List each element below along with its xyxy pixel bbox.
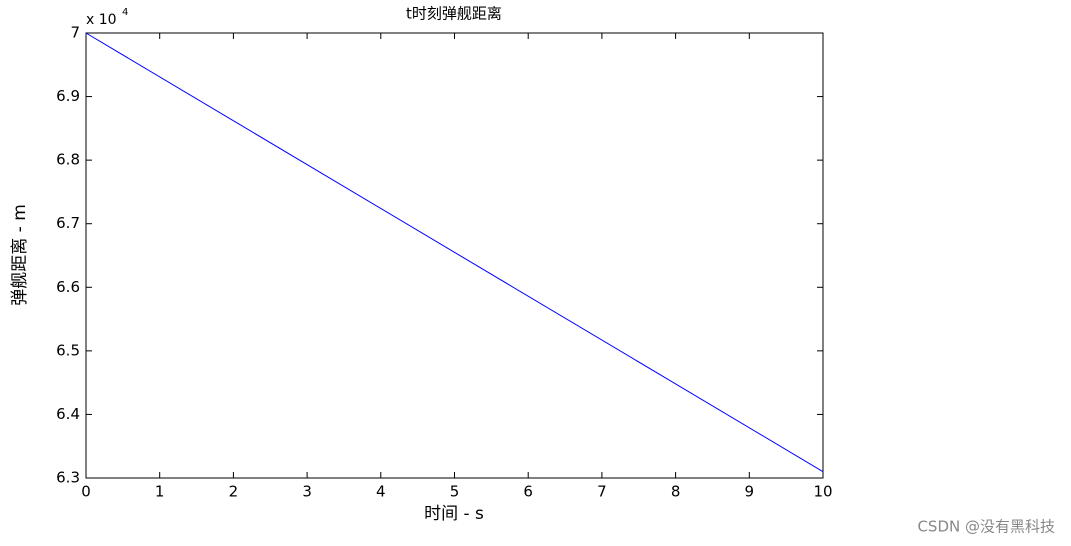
x-tick-label: 0 [81,483,91,501]
y-multiplier-exponent: 4 [122,7,128,18]
y-tick-label: 6.7 [56,214,80,232]
y-tick-label: 6.8 [56,151,80,169]
chart-title: t时刻弹舰距离 [406,5,502,23]
x-tick-label: 2 [229,483,239,501]
y-multiplier: x 10 [86,12,117,28]
y-axis-label: 弹舰距离 - m [10,204,30,306]
y-tick-label: 6.3 [56,469,80,487]
y-tick-label: 6.5 [56,341,80,359]
x-tick-label: 1 [155,483,165,501]
y-tick-label: 7 [70,24,80,42]
watermark: CSDN @没有黑科技 [917,518,1055,536]
plot-area [85,32,824,479]
y-tick-label: 6.9 [56,87,80,105]
y-tick-label: 6.6 [56,278,80,296]
data-line [85,32,824,473]
x-tick-label: 9 [745,483,755,501]
x-tick-label: 5 [450,483,460,501]
x-axis-label: 时间 - s [424,504,484,524]
x-tick-label: 6 [523,483,533,501]
x-tick-label: 7 [597,483,607,501]
x-tick-label: 8 [671,483,681,501]
y-tick-label: 6.4 [56,405,80,423]
x-tick-label: 3 [302,483,312,501]
x-tick-label: 4 [376,483,386,501]
x-tick-label: 10 [813,483,832,501]
